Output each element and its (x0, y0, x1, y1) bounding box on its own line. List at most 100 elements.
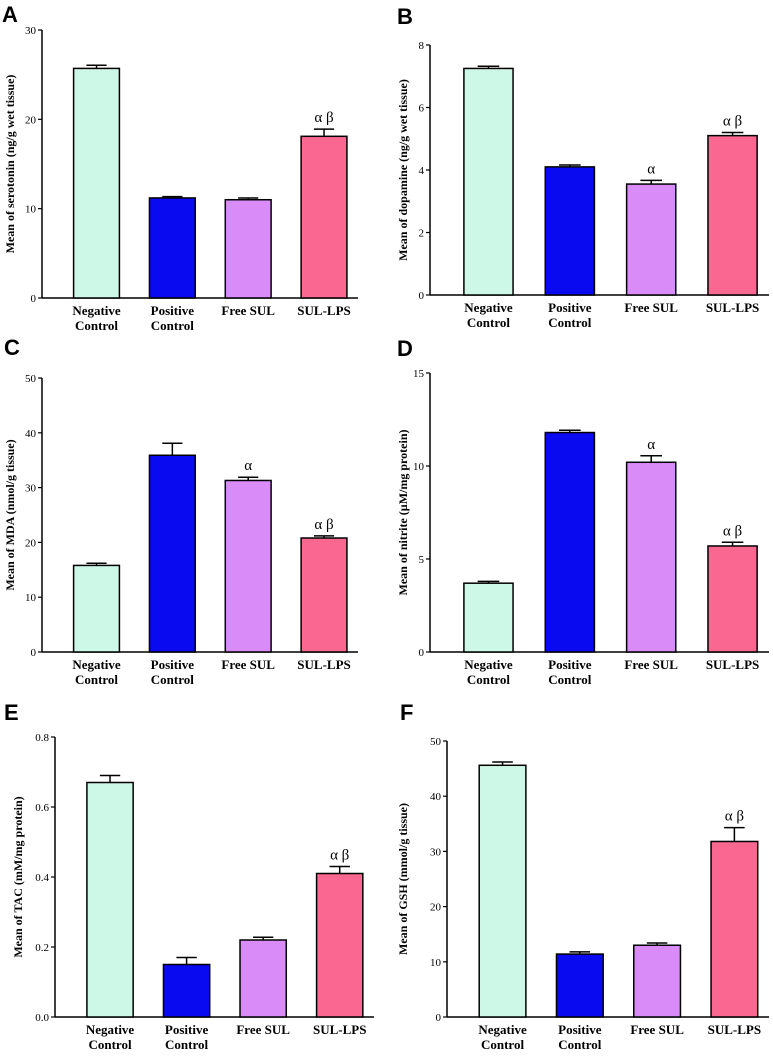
y-tick-label: 0.8 (35, 732, 49, 744)
bar (707, 134, 758, 296)
bar (239, 939, 288, 1018)
category-label: Negative Control (72, 657, 121, 687)
bar (300, 537, 348, 653)
bar (72, 67, 121, 299)
y-tick-label: 20 (25, 114, 37, 126)
chart-panel-c: C 0 10 20 30 40 50 Mean of MDA (nmol/g tissue) N… (3, 335, 358, 687)
category-label: SUL-LPS (313, 1022, 366, 1037)
category-label: Free SUL (221, 657, 275, 672)
panel-letter: A (2, 2, 18, 27)
category-label: Free SUL (624, 300, 678, 315)
y-tick-label: 8 (419, 40, 425, 52)
y-tick-label: 30 (25, 25, 37, 37)
y-tick-label: 40 (430, 791, 442, 803)
y-tick-label: 0 (419, 290, 425, 302)
category-label: Positive Control (558, 1022, 602, 1052)
y-tick-label: 40 (25, 428, 37, 440)
y-axis-label: Mean of dopamine (ng/g wet tissue) (396, 79, 410, 261)
bar (148, 197, 197, 299)
significance-annotation: α β (330, 848, 349, 864)
bar (710, 840, 759, 1018)
panel-letter: C (4, 335, 20, 360)
panel-letter: E (4, 700, 19, 725)
y-tick-label: 0 (419, 647, 425, 659)
category-label: Positive Control (548, 657, 592, 687)
category-label: Negative Control (478, 1022, 527, 1052)
y-tick-label: 50 (430, 736, 442, 748)
significance-annotation: α β (314, 110, 333, 126)
y-tick-label: 0.4 (35, 872, 49, 884)
bar (315, 872, 364, 1018)
y-tick-label: 5 (419, 554, 425, 566)
y-axis-label: Mean of nitrite (µM/mg protein) (396, 430, 410, 596)
y-tick-label: 10 (413, 461, 425, 473)
category-label: SUL-LPS (297, 657, 350, 672)
y-tick-label: 0.2 (35, 942, 49, 954)
category-label: Positive Control (151, 657, 195, 687)
chart-panel-f: F 0 10 20 30 40 50 Mean of GSH (mmol/g tissue) N… (396, 700, 769, 1052)
chart-panel-d: D 0 5 10 15 Mean of nitrite (µM/mg protein) Ne… (396, 336, 769, 687)
bar (162, 963, 211, 1018)
category-label: Negative Control (464, 657, 513, 687)
bar (633, 944, 682, 1018)
category-label: Negative Control (86, 1022, 135, 1052)
bar (86, 781, 134, 1018)
y-tick-label: 30 (25, 483, 37, 495)
category-label: Free SUL (221, 303, 275, 318)
y-tick-label: 0.0 (35, 1012, 49, 1024)
category-label: Positive Control (151, 303, 195, 333)
significance-annotation: α β (723, 523, 742, 539)
bar (463, 67, 514, 296)
y-axis-label: Mean of TAC (mM/mg protein) (11, 796, 25, 957)
y-axis-label: Mean of serotonin (ng/g wet tissue) (3, 75, 17, 254)
panel-letter: D (397, 336, 413, 361)
significance-annotation: α β (723, 114, 742, 130)
bar (224, 479, 272, 653)
bar (707, 545, 758, 653)
significance-annotation: α β (314, 517, 333, 533)
y-tick-label: 30 (430, 846, 442, 858)
category-label: SUL-LPS (706, 657, 759, 672)
bar (625, 183, 677, 296)
category-label: SUL-LPS (297, 303, 350, 318)
y-tick-label: 2 (419, 228, 425, 240)
chart-panel-b: B 0 2 4 6 8 Mean of dopamine (ng/g wet tissue)… (396, 4, 769, 330)
y-tick-label: 0 (31, 647, 37, 659)
bar (478, 764, 527, 1018)
y-tick-label: 20 (430, 902, 442, 914)
category-label: Negative Control (72, 303, 121, 333)
y-tick-label: 0 (31, 293, 37, 305)
bar (224, 198, 272, 299)
category-label: Free SUL (630, 1022, 684, 1037)
category-label: Free SUL (236, 1022, 290, 1037)
category-label: Positive Control (548, 300, 592, 330)
bar (544, 166, 596, 296)
y-axis-label: Mean of MDA (nmol/g tissue) (3, 439, 17, 590)
bar (625, 461, 677, 653)
category-label: Negative Control (464, 300, 513, 330)
significance-annotation: α (244, 458, 252, 474)
y-tick-label: 4 (419, 165, 425, 177)
significance-annotation: α (647, 161, 655, 177)
y-tick-label: 20 (25, 537, 37, 549)
y-tick-label: 10 (25, 204, 37, 216)
bar (300, 135, 348, 299)
category-label: Free SUL (624, 657, 678, 672)
panel-letter: B (397, 4, 413, 29)
category-label: SUL-LPS (708, 1022, 761, 1037)
bar (72, 564, 121, 653)
y-tick-label: 10 (25, 592, 37, 604)
bar (544, 431, 596, 653)
category-label: SUL-LPS (706, 300, 759, 315)
significance-annotation: α (647, 437, 655, 453)
y-tick-label: 50 (25, 373, 37, 385)
category-label: Positive Control (165, 1022, 209, 1052)
y-tick-label: 15 (413, 368, 425, 380)
y-tick-label: 6 (419, 103, 425, 115)
panel-letter: F (400, 700, 413, 725)
y-tick-label: 10 (430, 957, 442, 969)
significance-annotation: α β (725, 809, 744, 825)
chart-panel-e: E 0.0 0.2 0.4 0.6 0.8 Mean of TAC (mM/mg prote… (4, 700, 374, 1052)
y-axis-label: Mean of GSH (mmol/g tissue) (396, 803, 410, 955)
